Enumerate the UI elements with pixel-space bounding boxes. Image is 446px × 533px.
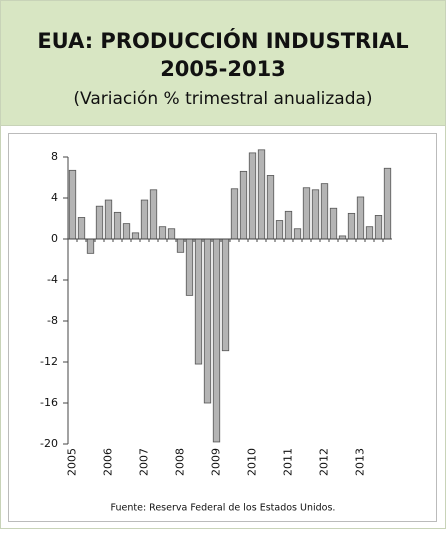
bar — [383, 167, 392, 240]
y-tick-label: -16 — [40, 396, 58, 409]
bar — [68, 169, 77, 240]
bar — [257, 149, 266, 240]
chart-title: 2005-2013 — [160, 57, 286, 81]
bar — [239, 170, 248, 240]
bar — [275, 220, 284, 240]
x-tick-label: 2009 — [210, 448, 223, 476]
bar — [293, 228, 302, 240]
y-tick-label: 4 — [51, 191, 58, 204]
chart-subtitle: (Variación % trimestral anualizada) — [73, 89, 372, 109]
bar — [158, 226, 167, 240]
header — [0, 0, 446, 126]
bar — [203, 238, 212, 404]
bar — [149, 189, 158, 240]
bar — [320, 183, 329, 240]
bar — [266, 175, 275, 240]
bar — [185, 238, 194, 296]
bar — [356, 196, 365, 240]
bar — [230, 188, 239, 240]
y-tick-label: 0 — [51, 232, 58, 245]
bar — [194, 238, 203, 365]
x-tick-label: 2010 — [246, 448, 259, 476]
bar — [248, 152, 257, 240]
y-tick-label: -4 — [47, 273, 58, 286]
x-tick-label: 2008 — [174, 448, 187, 476]
bar — [302, 187, 311, 240]
chart-title: EUA: PRODUCCIÓN INDUSTRIAL — [37, 28, 408, 53]
source: Fuente: Reserva Federal de los Estados U… — [111, 503, 336, 514]
bar — [212, 238, 221, 443]
bar — [221, 238, 230, 352]
bar — [95, 205, 104, 240]
x-tick-label: 2013 — [354, 448, 367, 476]
y-tick-label: -8 — [47, 314, 58, 327]
bar — [329, 207, 338, 240]
bar — [365, 226, 374, 240]
x-tick-label: 2011 — [282, 448, 295, 476]
bar — [122, 223, 131, 240]
bar — [140, 199, 149, 240]
bar — [77, 217, 86, 240]
bar — [176, 238, 185, 253]
bar — [284, 210, 293, 240]
x-tick-label: 2006 — [102, 448, 115, 476]
bar — [104, 199, 113, 240]
x-tick-label: 2012 — [318, 448, 331, 476]
bar — [86, 238, 95, 254]
y-tick-label: 8 — [51, 150, 58, 163]
bar — [113, 211, 122, 240]
x-tick-label: 2007 — [138, 448, 151, 476]
bar — [347, 212, 356, 240]
bar — [167, 228, 176, 240]
x-tick-label: 2005 — [66, 448, 79, 476]
bar — [374, 215, 383, 240]
bar — [131, 232, 140, 240]
bar — [311, 189, 320, 240]
y-tick-label: -20 — [40, 437, 58, 450]
y-tick-label: -12 — [40, 355, 58, 368]
